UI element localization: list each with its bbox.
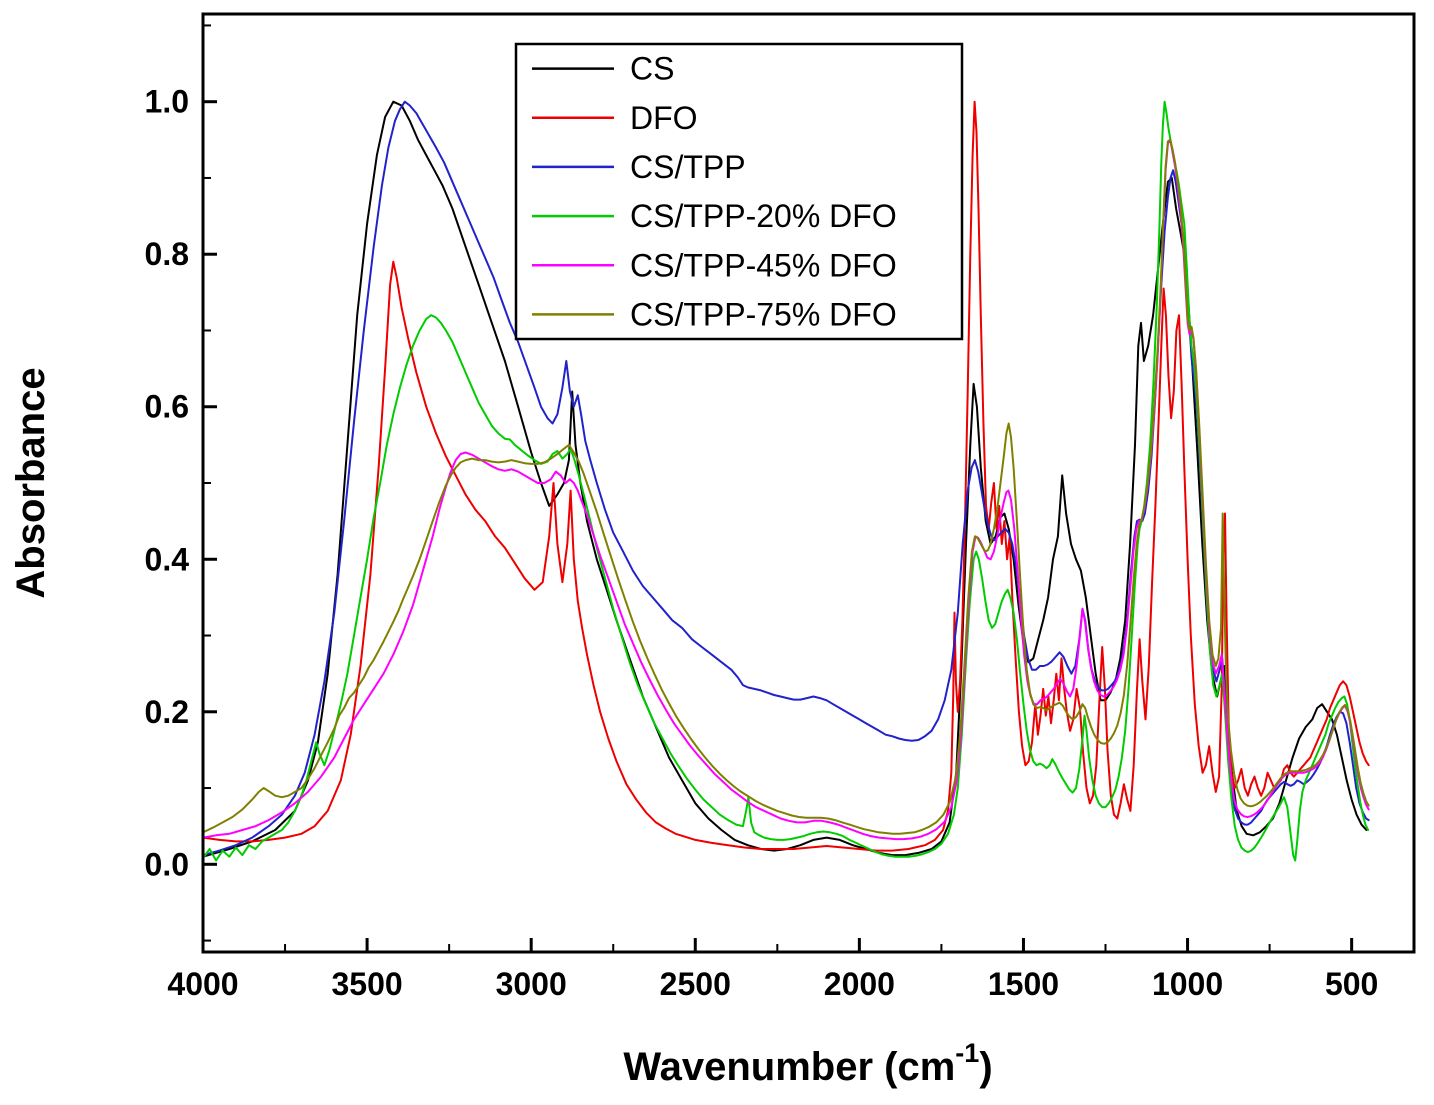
- legend: CS DFO CS/TPP CS/TPP-20% DFO CS/TPP-45% DFO C…: [514, 42, 964, 341]
- x-tick-label: 2500: [660, 966, 731, 1002]
- y-tick-label: 0.2: [145, 694, 189, 730]
- legend-label: CS/TPP: [630, 149, 746, 185]
- x-tick-label: 1500: [988, 966, 1059, 1002]
- x-axis-title-close: ): [979, 1045, 992, 1089]
- y-axis-title: Absorbance: [9, 367, 53, 598]
- y-tick-label: 0.0: [145, 846, 189, 882]
- legend-label: CS: [630, 51, 674, 87]
- x-tick-label: 3500: [331, 966, 402, 1002]
- legend-box: [514, 42, 964, 341]
- series-line-cs-tpp-45-dfo: [203, 138, 1370, 841]
- legend-label: CS/TPP-20% DFO: [630, 198, 897, 234]
- y-tick-label: 0.8: [145, 236, 189, 272]
- x-axis-title-superscript: -1: [955, 1038, 979, 1068]
- legend-label: DFO: [630, 100, 698, 136]
- axes-layer: 4000 3500 3000 2500 2000 1500 1000 500 0.0 0.2 0.4…: [145, 12, 1416, 1002]
- x-tick-label: 1000: [1152, 966, 1223, 1002]
- series-line-cs-tpp-75-dfo: [203, 138, 1370, 835]
- series-layer: [203, 100, 1370, 862]
- x-axis-title: Wavenumber (cm-1): [623, 1038, 992, 1089]
- series-line-cs-tpp-20-dfo: [203, 100, 1370, 862]
- x-tick-label: 4000: [167, 966, 238, 1002]
- x-axis-title-main: Wavenumber (cm: [623, 1045, 955, 1089]
- x-tick-label: 2000: [824, 966, 895, 1002]
- x-tick-label: 500: [1325, 966, 1378, 1002]
- x-tick-label: 3000: [496, 966, 567, 1002]
- y-tick-label: 0.6: [145, 389, 189, 425]
- series-line-cs-tpp: [203, 100, 1370, 857]
- legend-label: CS/TPP-75% DFO: [630, 296, 897, 332]
- series-line-dfo: [203, 100, 1370, 852]
- legend-label: CS/TPP-45% DFO: [630, 247, 897, 283]
- y-tick-label: 0.4: [145, 541, 190, 577]
- y-tick-label: 1.0: [145, 84, 189, 120]
